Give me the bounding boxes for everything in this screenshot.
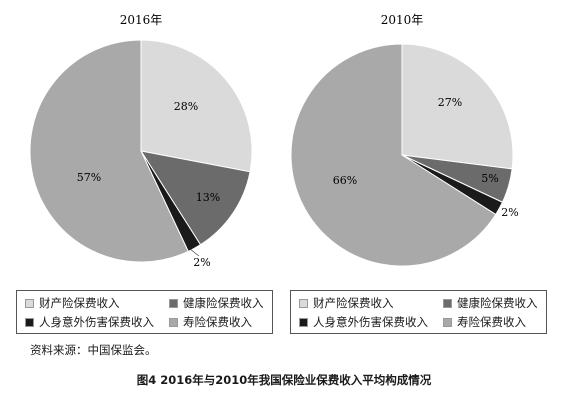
- legend-swatch-accident: [299, 317, 308, 327]
- legend-2010: 财产险保费收入 健康险保费收入 人身意外伤害保费收入 寿险保费收入: [290, 290, 547, 334]
- source-note: 资料来源：中国保监会。: [30, 343, 157, 357]
- slice-label-life-2016: 57%: [77, 171, 101, 184]
- legend-label-health: 健康险保费收入: [183, 296, 264, 310]
- figure-caption: 图4 2016年与2010年我国保险业保费收入平均构成情况: [136, 373, 432, 387]
- legend-swatch-accident: [25, 317, 34, 327]
- legend-item-life: 寿险保费收入: [169, 315, 252, 329]
- chart-title-2016: 2016年: [120, 13, 163, 27]
- legend-item-property: 财产险保费收入: [25, 296, 120, 310]
- legend-label-accident: 人身意外伤害保费收入: [313, 315, 428, 329]
- pie-chart-2016: 2016年 28% 13% 2% 57%: [29, 13, 253, 269]
- pie-slice-health-2016: [139, 150, 251, 246]
- legend-swatch-health: [169, 298, 178, 308]
- legend-label-life: 寿险保费收入: [183, 315, 252, 329]
- legend-item-health: 健康险保费收入: [169, 296, 264, 310]
- legend-item-accident: 人身意外伤害保费收入: [299, 315, 428, 329]
- legend-item-accident: 人身意外伤害保费收入: [25, 315, 154, 329]
- slice-label-life-2010: 66%: [333, 174, 357, 187]
- legend-label-health: 健康险保费收入: [457, 296, 538, 310]
- pie-slice-life-2016: [29, 39, 189, 263]
- chart-title-2010: 2010年: [381, 13, 424, 27]
- pie-slice-property-2016: [140, 39, 253, 173]
- leader-line-accident-2016: [189, 248, 200, 257]
- legend-item-health: 健康险保费收入: [443, 296, 538, 310]
- legend-swatch-life: [443, 317, 452, 327]
- slice-label-property-2016: 28%: [174, 100, 198, 113]
- slice-label-health-2016: 13%: [196, 191, 220, 204]
- legend-label-life: 寿险保费收入: [457, 315, 526, 329]
- slice-label-accident-2016: 2%: [193, 256, 210, 269]
- legend-label-property: 财产险保费收入: [313, 296, 394, 310]
- slice-label-accident-2010: 2%: [501, 206, 518, 219]
- legend-item-property: 财产险保费收入: [299, 296, 394, 310]
- legend-swatch-property: [299, 298, 308, 308]
- pie-charts: 2016年 28% 13% 2% 57% 2010年 27% 5% 2% 66%: [29, 13, 519, 269]
- legend-swatch-life: [169, 317, 178, 327]
- legend-2016: 财产险保费收入 健康险保费收入 人身意外伤害保费收入 寿险保费收入: [16, 290, 273, 334]
- legend-swatch-health: [443, 298, 452, 308]
- pie-chart-2010: 2010年 27% 5% 2% 66%: [290, 13, 519, 267]
- legend-label-accident: 人身意外伤害保费收入: [39, 315, 154, 329]
- slice-label-health-2010: 5%: [481, 172, 498, 185]
- legend-swatch-property: [25, 298, 34, 308]
- legend-label-property: 财产险保费收入: [39, 296, 120, 310]
- legend-item-life: 寿险保费收入: [443, 315, 526, 329]
- pie-slice-property-2010: [401, 43, 514, 170]
- slice-label-property-2010: 27%: [438, 96, 462, 109]
- pie-slice-life-2010: [290, 43, 497, 267]
